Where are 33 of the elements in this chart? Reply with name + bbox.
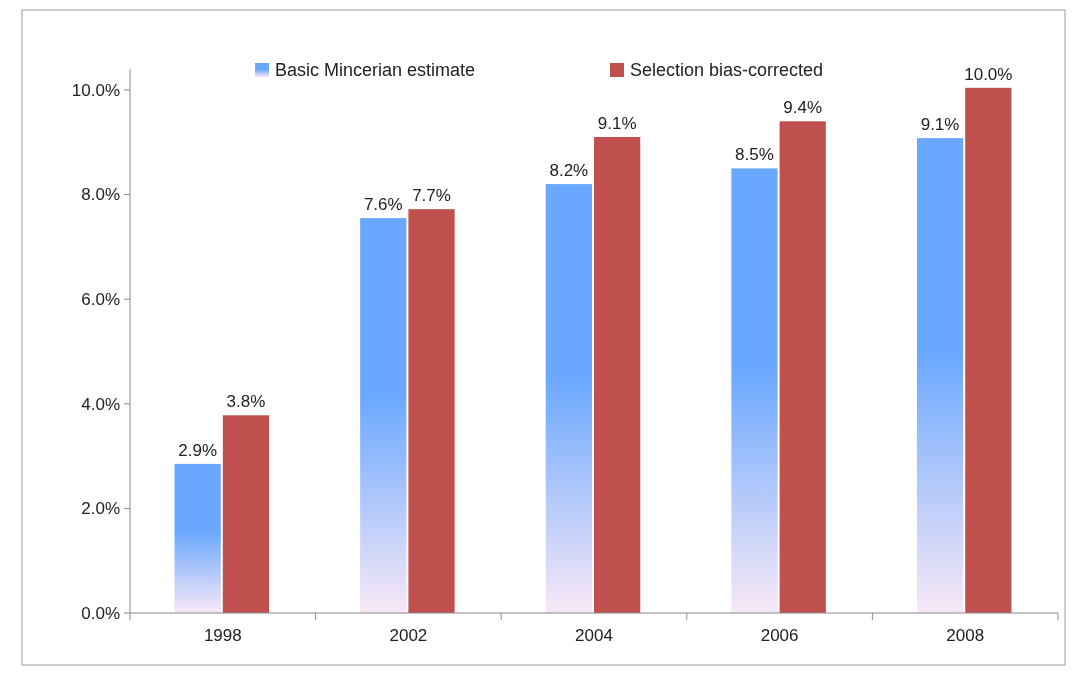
bar	[222, 415, 270, 613]
bar	[545, 184, 592, 613]
bar	[174, 463, 221, 613]
bar	[965, 87, 1012, 613]
y-tick-label: 8.0%	[81, 185, 120, 205]
data-label: 9.4%	[783, 98, 823, 118]
data-label: 9.1%	[597, 114, 637, 133]
y-tick-label: 2.0%	[81, 499, 120, 519]
data-label: 7.7%	[412, 186, 451, 206]
bar	[408, 209, 455, 613]
x-tick-label: 1998	[203, 626, 242, 645]
bar	[731, 168, 778, 613]
bar	[779, 121, 826, 613]
data-label: 8.5%	[735, 145, 774, 165]
bar	[360, 218, 407, 613]
y-tick-label: 0.0%	[81, 603, 120, 623]
y-tick-label: 4.0%	[81, 394, 120, 414]
data-label: 3.8%	[226, 392, 266, 412]
data-label: 10.0%	[964, 64, 1013, 84]
y-tick-label: 6.0%	[81, 290, 120, 310]
data-label: 2.9%	[178, 440, 218, 460]
bar	[916, 138, 964, 613]
x-tick-label: 2004	[575, 626, 613, 645]
x-tick-label: 2008	[946, 626, 985, 645]
x-tick-label: 2002	[389, 626, 428, 645]
data-label: 7.6%	[363, 195, 403, 215]
data-label: 9.1%	[920, 115, 960, 135]
legend-label: Basic Mincerian estimate	[275, 60, 476, 81]
legend-label: Selection bias-corrected	[630, 60, 824, 81]
data-label: 8.2%	[549, 161, 589, 181]
bar	[594, 137, 641, 613]
y-tick-label: 10.0%	[71, 80, 120, 100]
x-tick-label: 2006	[760, 626, 799, 645]
